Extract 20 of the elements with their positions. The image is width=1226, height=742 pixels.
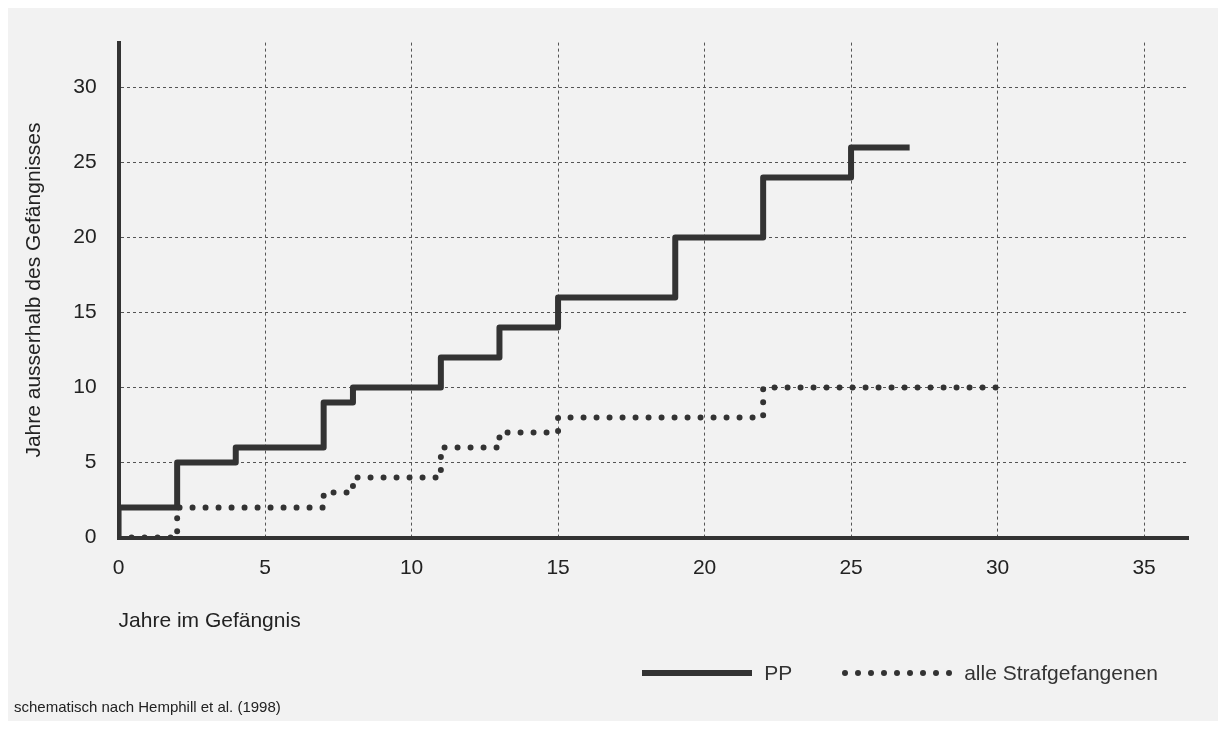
y-tick-label: 0 [84, 524, 97, 548]
x-axis-title: Jahre im Gefängnis [118, 608, 301, 632]
text: schematisch nach Hemphill et al. (1998) [13, 698, 282, 717]
x-tick-label: 30 [985, 555, 1010, 578]
x-tick-label: 35 [1132, 555, 1156, 578]
x-tick-label: 0 [112, 555, 125, 578]
x-tick-label: 15 [546, 555, 570, 578]
y-axis-title: Jahre ausserhalb des Gefängnisses [21, 122, 45, 458]
x-tick-label: 10 [399, 555, 424, 578]
y-tick-label: 30 [73, 74, 97, 98]
legend-label: alle Strafgefangenen [964, 661, 1158, 685]
y-tick-label: 20 [73, 224, 97, 248]
x-tick-label: 25 [839, 555, 863, 578]
y-tick-label: 15 [73, 299, 97, 323]
x-tick-label: 5 [259, 555, 271, 578]
legend-label: PP [764, 661, 793, 685]
y-tick-label: 5 [84, 449, 97, 473]
x-tick-label: 20 [692, 555, 717, 578]
y-tick-label: 25 [73, 149, 97, 173]
y-tick-label: 10 [73, 374, 97, 398]
